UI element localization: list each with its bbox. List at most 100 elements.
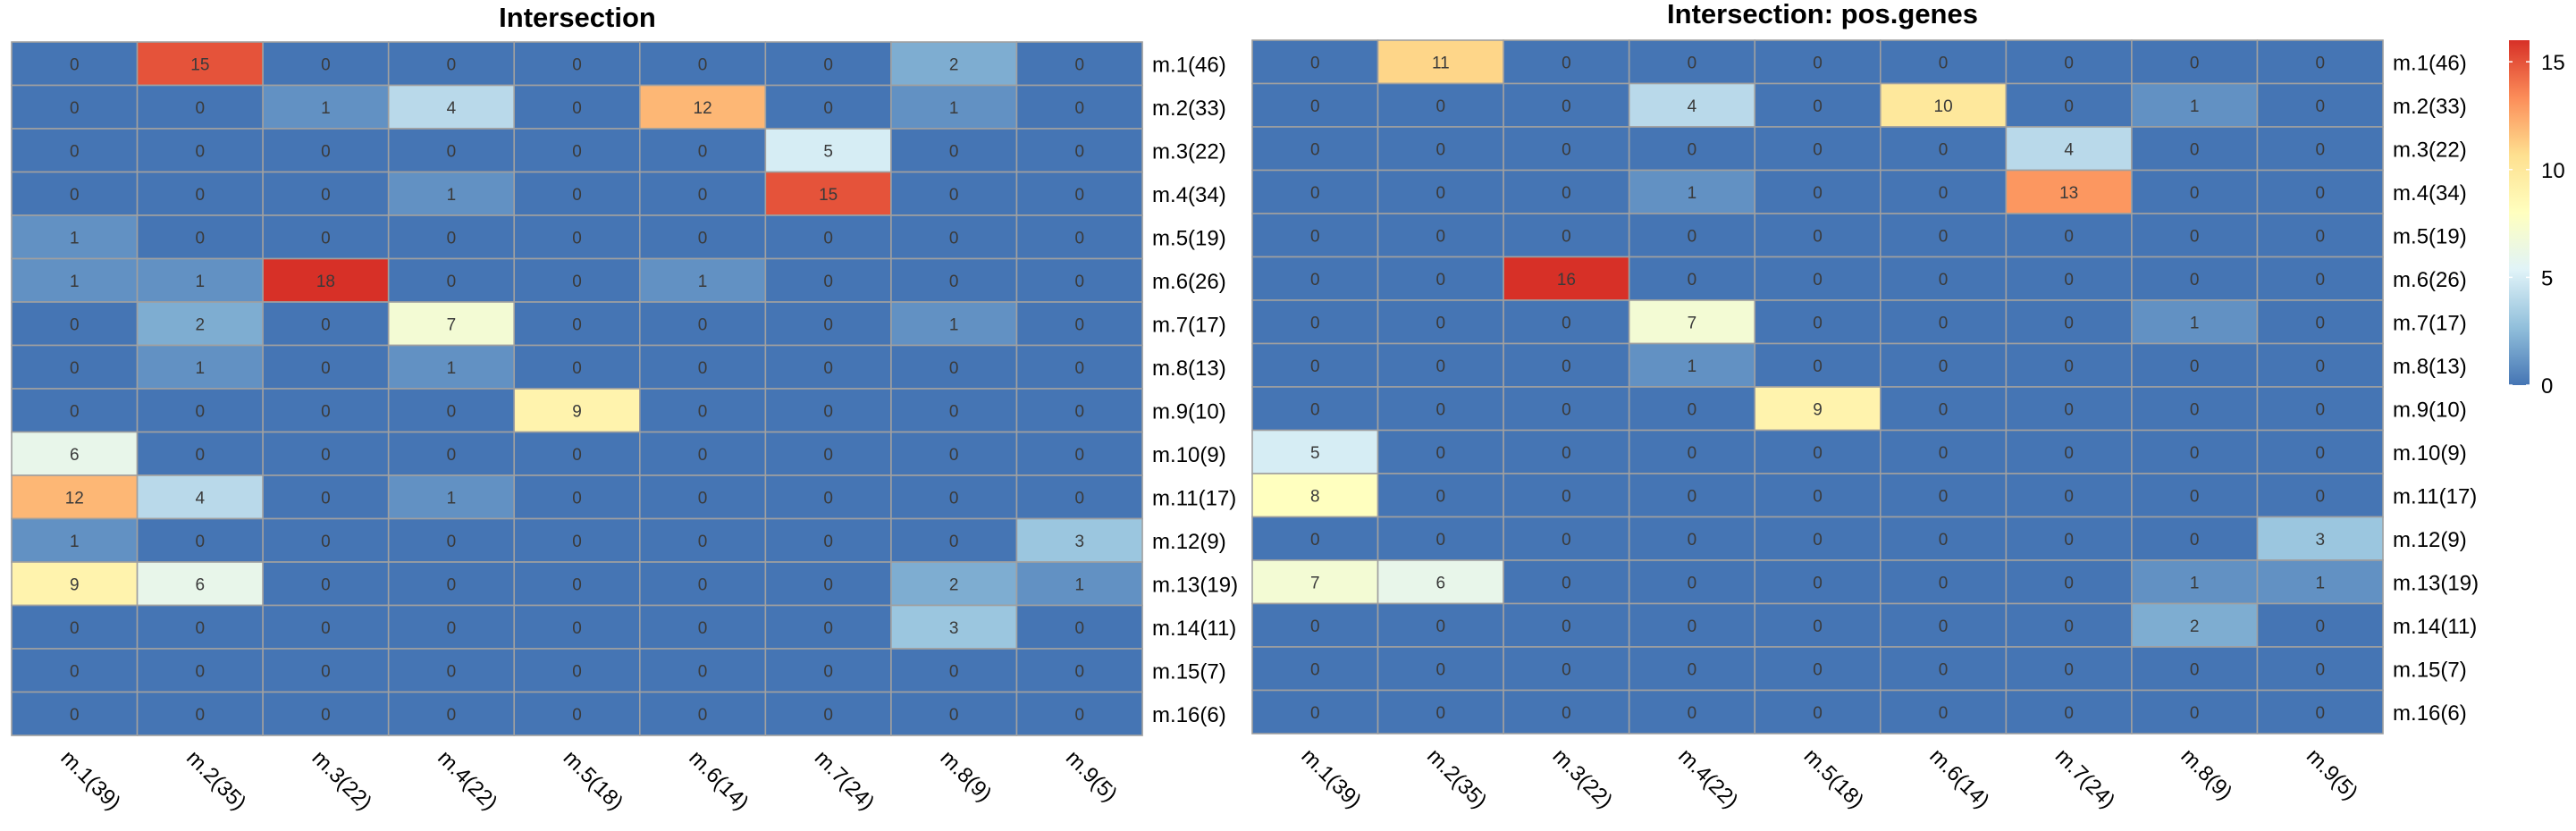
row-label: m.2(33)	[2393, 95, 2467, 119]
cell-value-label: 0	[1813, 357, 1823, 376]
cell-value-label: 2	[2190, 617, 2200, 636]
column-label: m.3(22)	[1548, 744, 1618, 814]
row-label: m.3(22)	[1152, 139, 1226, 164]
heatmap-cell	[1754, 342, 1881, 388]
cell-value-label: 0	[1688, 704, 1697, 723]
heatmap-cell	[513, 561, 641, 607]
heatmap-cell	[638, 388, 767, 433]
heatmap-cell	[262, 691, 390, 736]
cell-value-label: 0	[196, 142, 206, 161]
cell-value-label: 0	[2064, 357, 2074, 376]
cell-value-label: 1	[1074, 575, 1084, 594]
column-label: m.3(22)	[307, 746, 377, 816]
cell-value-label: 0	[2190, 531, 2200, 550]
cell-value-label: 0	[949, 489, 959, 508]
heatmap-cell	[1015, 691, 1143, 736]
row-label: m.7(17)	[1152, 313, 1226, 337]
heatmap-cell	[387, 561, 516, 607]
cell-value-label: 0	[1436, 227, 1446, 246]
cell-value-label: 0	[698, 489, 708, 508]
cell-value-label: 16	[1557, 271, 1576, 290]
cell-value-label: 0	[2190, 444, 2200, 463]
row-label: m.9(10)	[2393, 398, 2467, 422]
heatmap-cell	[1503, 602, 1630, 648]
cell-value-label: 0	[572, 99, 582, 118]
cell-value-label: 0	[2064, 271, 2074, 290]
heatmap-cell	[1503, 516, 1630, 561]
heatmap-cell	[2256, 126, 2384, 172]
cell-value-label: 0	[1939, 400, 1949, 419]
cell-value-label: 0	[447, 662, 457, 681]
row-label: m.15(7)	[2393, 658, 2467, 682]
heatmap-cell	[1880, 256, 2008, 301]
heatmap-cell	[1754, 602, 1881, 648]
heatmap-cell	[1015, 604, 1143, 650]
cell-value-label: 0	[1310, 271, 1320, 290]
row-label: m.14(11)	[2393, 615, 2477, 639]
heatmap-cell	[1015, 474, 1143, 520]
heatmap-cell	[2131, 602, 2259, 648]
cell-value-label: 0	[2190, 357, 2200, 376]
heatmap-cell	[1628, 299, 1756, 345]
heatmap-cell	[387, 214, 516, 260]
cell-value-label: 0	[1074, 273, 1084, 291]
cell-value-label: 9	[1813, 400, 1823, 419]
cell-value-label: 0	[1813, 531, 1823, 550]
cell-value-label: 0	[1939, 617, 1949, 636]
heatmap-intersection-pos-genes: Intersection: pos.genes 0 11 0 0 0 0 0 0 00 0 0 4 0 1…	[1251, 0, 2479, 814]
cell-value-label: 0	[1688, 400, 1697, 419]
cell-value-label: 1	[698, 273, 708, 291]
heatmap-cell	[1628, 516, 1756, 561]
row-label: m.14(11)	[1152, 617, 1236, 641]
cell-value-label: 0	[1562, 54, 1571, 72]
cell-value-label: 0	[1939, 660, 1949, 679]
cell-value-label: 0	[2064, 487, 2074, 506]
cell-value-label: 0	[572, 446, 582, 465]
cell-value-label: 0	[949, 229, 959, 248]
cell-value-label: 15	[819, 186, 838, 205]
cell-value-label: 0	[70, 359, 80, 378]
cell-value-label: 0	[1436, 184, 1446, 203]
column-label: m.7(24)	[810, 746, 880, 816]
cell-value-label: 0	[2064, 314, 2074, 332]
cell-value-label: 0	[1310, 357, 1320, 376]
cell-value-label: 0	[823, 446, 833, 465]
cell-value-label: 0	[698, 706, 708, 725]
heatmap-cell	[2005, 82, 2133, 128]
heatmap-cell	[1503, 82, 1630, 128]
cell-value-label: 0	[1562, 660, 1571, 679]
heatmap-cell	[1754, 689, 1881, 734]
heatmap-cell	[1628, 126, 1756, 172]
cell-value-label: 0	[823, 489, 833, 508]
cell-value-label: 0	[949, 359, 959, 378]
heatmap-cell	[262, 388, 390, 433]
cell-value-label: 0	[196, 99, 206, 118]
heatmap-cell	[890, 517, 1018, 563]
color-legend: 0 5 10 15	[2509, 40, 2565, 399]
heatmap-cell	[638, 257, 767, 303]
cell-value-label: 0	[698, 575, 708, 594]
heatmap-cell	[136, 257, 264, 303]
cell-value-label: 0	[2190, 271, 2200, 290]
cell-value-label: 1	[2190, 97, 2200, 116]
heatmap-cell	[387, 388, 516, 433]
heatmap-cell	[1628, 429, 1756, 474]
heatmap-cell	[262, 214, 390, 260]
cell-value-label: 0	[1310, 617, 1320, 636]
cell-value-label: 0	[1310, 531, 1320, 550]
heatmap-cell	[1376, 473, 1504, 518]
row-label: m.13(19)	[1152, 573, 1238, 597]
cell-value-label: 0	[698, 229, 708, 248]
cell-value-label: 0	[2315, 660, 2325, 679]
cell-value-label: 0	[70, 662, 80, 681]
cell-value-label: 0	[447, 619, 457, 638]
heatmap-intersection: Intersection 0 15 0 0 0 0 0 2 00 0 1 4 0 12 0 1 00 0 0 0 0 0 5…	[11, 2, 1238, 816]
heatmap-cell	[513, 257, 641, 303]
cell-value-label: 0	[698, 186, 708, 205]
heatmap-cell	[1503, 429, 1630, 474]
heatmap-cell	[1628, 39, 1756, 85]
heatmap-cell	[1754, 559, 1881, 605]
column-label: m.4(22)	[433, 746, 502, 816]
heatmap-cell	[513, 84, 641, 130]
heatmap-cell	[1754, 169, 1881, 214]
